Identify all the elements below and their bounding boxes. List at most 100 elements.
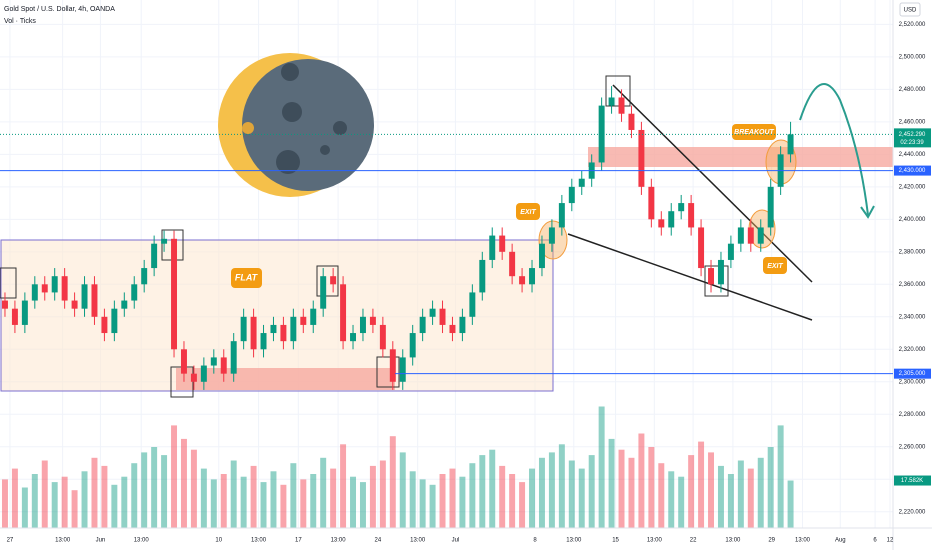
countdown: 02:23:39 [900, 140, 924, 146]
candle-body [519, 276, 526, 285]
candle-body [161, 238, 168, 244]
x-tick-label: 13:00 [251, 538, 267, 544]
candle-body [658, 219, 665, 228]
y-tick-label: 2,440.000 [899, 152, 926, 158]
volume-bar [171, 425, 178, 528]
candle-body [220, 357, 227, 374]
candle-body [280, 324, 287, 342]
moon-dark [242, 59, 374, 191]
crater [320, 145, 330, 155]
x-tick-label: 8 [533, 538, 537, 544]
volume-bar [409, 471, 416, 528]
candle-body [350, 333, 357, 342]
volume-bar [1, 479, 8, 528]
last-price-box [894, 128, 931, 148]
volume-bar [101, 465, 108, 528]
candle-body [210, 357, 217, 366]
candle-body [81, 284, 88, 309]
volume-bar [419, 479, 426, 528]
candle-body [290, 316, 297, 342]
volume-label: 17.582K [901, 478, 923, 484]
candle-body [389, 349, 396, 382]
volume-bar [747, 468, 754, 528]
y-tick-label: 2,400.000 [899, 217, 926, 223]
volume-bar [190, 449, 197, 528]
candle-body [171, 238, 178, 350]
y-tick-label: 2,300.000 [899, 379, 926, 385]
box [605, 75, 631, 107]
label-box [231, 268, 262, 288]
candle-body [151, 243, 158, 269]
y-tick-label: 2,460.000 [899, 119, 926, 125]
volume-bar [717, 465, 724, 528]
volume-bar [180, 438, 187, 528]
x-tick-label: 13:00 [55, 538, 71, 544]
y-tick-label: 2,480.000 [899, 87, 926, 93]
candle-body [469, 292, 476, 317]
candle-body [359, 316, 366, 334]
volume-bar [230, 460, 237, 528]
candle-body [240, 316, 247, 342]
volume-bar [31, 474, 38, 528]
x-tick-label: 27 [7, 538, 14, 544]
volume-bar [330, 468, 337, 528]
volume-label-box [894, 475, 931, 486]
candle-body [449, 324, 456, 334]
last-price: 2,452.290 [899, 132, 926, 138]
candle-body [747, 227, 754, 244]
volume-bar [519, 482, 526, 528]
crater [333, 121, 347, 135]
volume-bar [509, 474, 516, 528]
currency-box[interactable] [899, 2, 921, 17]
x-tick-label: 12 [887, 538, 894, 544]
candle-body [300, 316, 307, 325]
candle-body [399, 357, 406, 382]
volume-bar [21, 487, 28, 528]
volume-bar [220, 474, 227, 528]
crater [242, 122, 254, 134]
candle-body [638, 129, 645, 187]
box [704, 265, 729, 297]
volume-bar [727, 474, 734, 528]
volume-bar [91, 457, 98, 528]
candle-body [727, 243, 734, 260]
volume-bar [638, 433, 645, 528]
volume-bar [210, 479, 217, 528]
x-tick-label: 13:00 [566, 538, 582, 544]
candle-body [260, 333, 267, 350]
label-box [732, 124, 776, 140]
y-tick-label: 2,320.000 [899, 347, 926, 353]
candle-body [131, 284, 138, 301]
x-tick-label: 24 [375, 538, 382, 544]
x-tick-label: 13:00 [647, 538, 663, 544]
candle-body [648, 186, 655, 220]
candle-body [330, 276, 337, 285]
candle-body [71, 300, 78, 309]
volume-bar [399, 452, 406, 528]
x-tick-label: 13:00 [795, 538, 811, 544]
volume-bar [658, 463, 665, 528]
y-tick-label: 2,260.000 [899, 444, 926, 450]
volume-bar [499, 465, 506, 528]
volume-bar [787, 480, 794, 528]
annotation: FLAT [235, 272, 259, 282]
y-tick-label: 2,220.000 [899, 509, 926, 515]
candle-body [11, 308, 18, 325]
candle-body [529, 268, 536, 285]
annotation: EXIT [767, 263, 783, 270]
volume-bar [340, 444, 347, 528]
candle-body [409, 333, 416, 358]
volume-bar [449, 468, 456, 528]
volume-bar [131, 463, 138, 528]
price-label-box [894, 368, 931, 379]
candle-body [459, 316, 466, 334]
arrow-head [860, 205, 875, 219]
volume-bar [240, 476, 247, 528]
volume-bar [81, 471, 88, 528]
candle-body [717, 259, 724, 285]
price-label: 2,305.000 [899, 371, 926, 377]
candle-body [698, 227, 705, 269]
volume-bar [568, 460, 575, 528]
candle-body [787, 134, 794, 155]
